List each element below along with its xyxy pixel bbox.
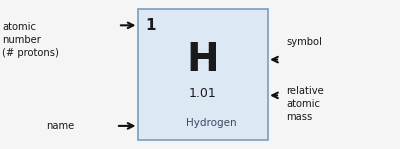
Text: 1.01: 1.01: [189, 87, 217, 100]
Text: relative
atomic
mass: relative atomic mass: [286, 86, 324, 122]
FancyBboxPatch shape: [138, 9, 268, 140]
Text: 1: 1: [145, 18, 156, 33]
Text: name: name: [46, 121, 74, 131]
Text: H: H: [187, 41, 219, 79]
Text: atomic
number
(# protons): atomic number (# protons): [2, 22, 59, 58]
Text: symbol: symbol: [286, 37, 322, 47]
Text: Hydrogen: Hydrogen: [186, 118, 236, 128]
